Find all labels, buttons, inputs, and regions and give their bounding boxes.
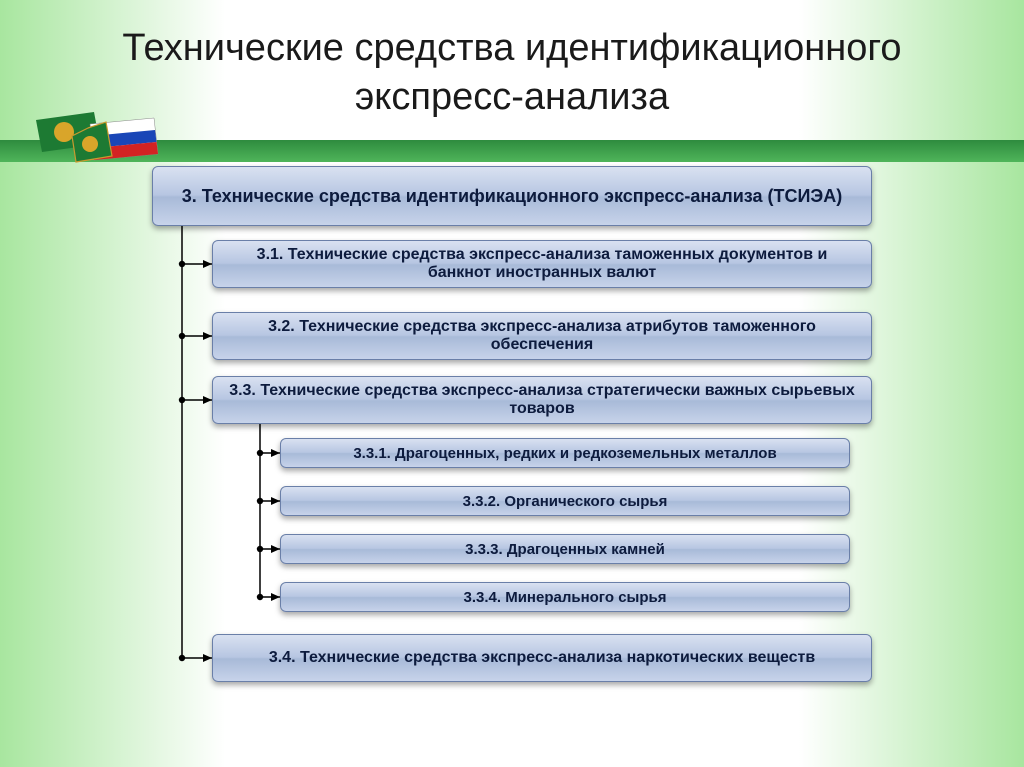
child-c3: 3.3. Технические средства экспресс-анали…	[212, 376, 872, 424]
grand-g3: 3.3.3. Драгоценных камней	[280, 534, 850, 564]
child-c4: 3.4. Технические средства экспресс-анали…	[212, 634, 872, 682]
slide: Технические средства идентификационного …	[0, 0, 1024, 767]
child-c1: 3.1. Технические средства экспресс-анали…	[212, 240, 872, 288]
diagram-container: 3. Технические средства идентификационно…	[0, 166, 1024, 757]
title-line1: Технические средства идентификационного	[122, 27, 901, 69]
grand-g1: 3.3.1. Драгоценных, редких и редкоземель…	[280, 438, 850, 468]
grand-g4: 3.3.4. Минерального сырья	[280, 582, 850, 612]
root-box: 3. Технические средства идентификационно…	[152, 166, 872, 226]
child-c2: 3.2. Технические средства экспресс-анали…	[212, 312, 872, 360]
grand-g2: 3.3.2. Органического сырья	[280, 486, 850, 516]
title-line2: экспресс-анализа	[355, 76, 669, 118]
